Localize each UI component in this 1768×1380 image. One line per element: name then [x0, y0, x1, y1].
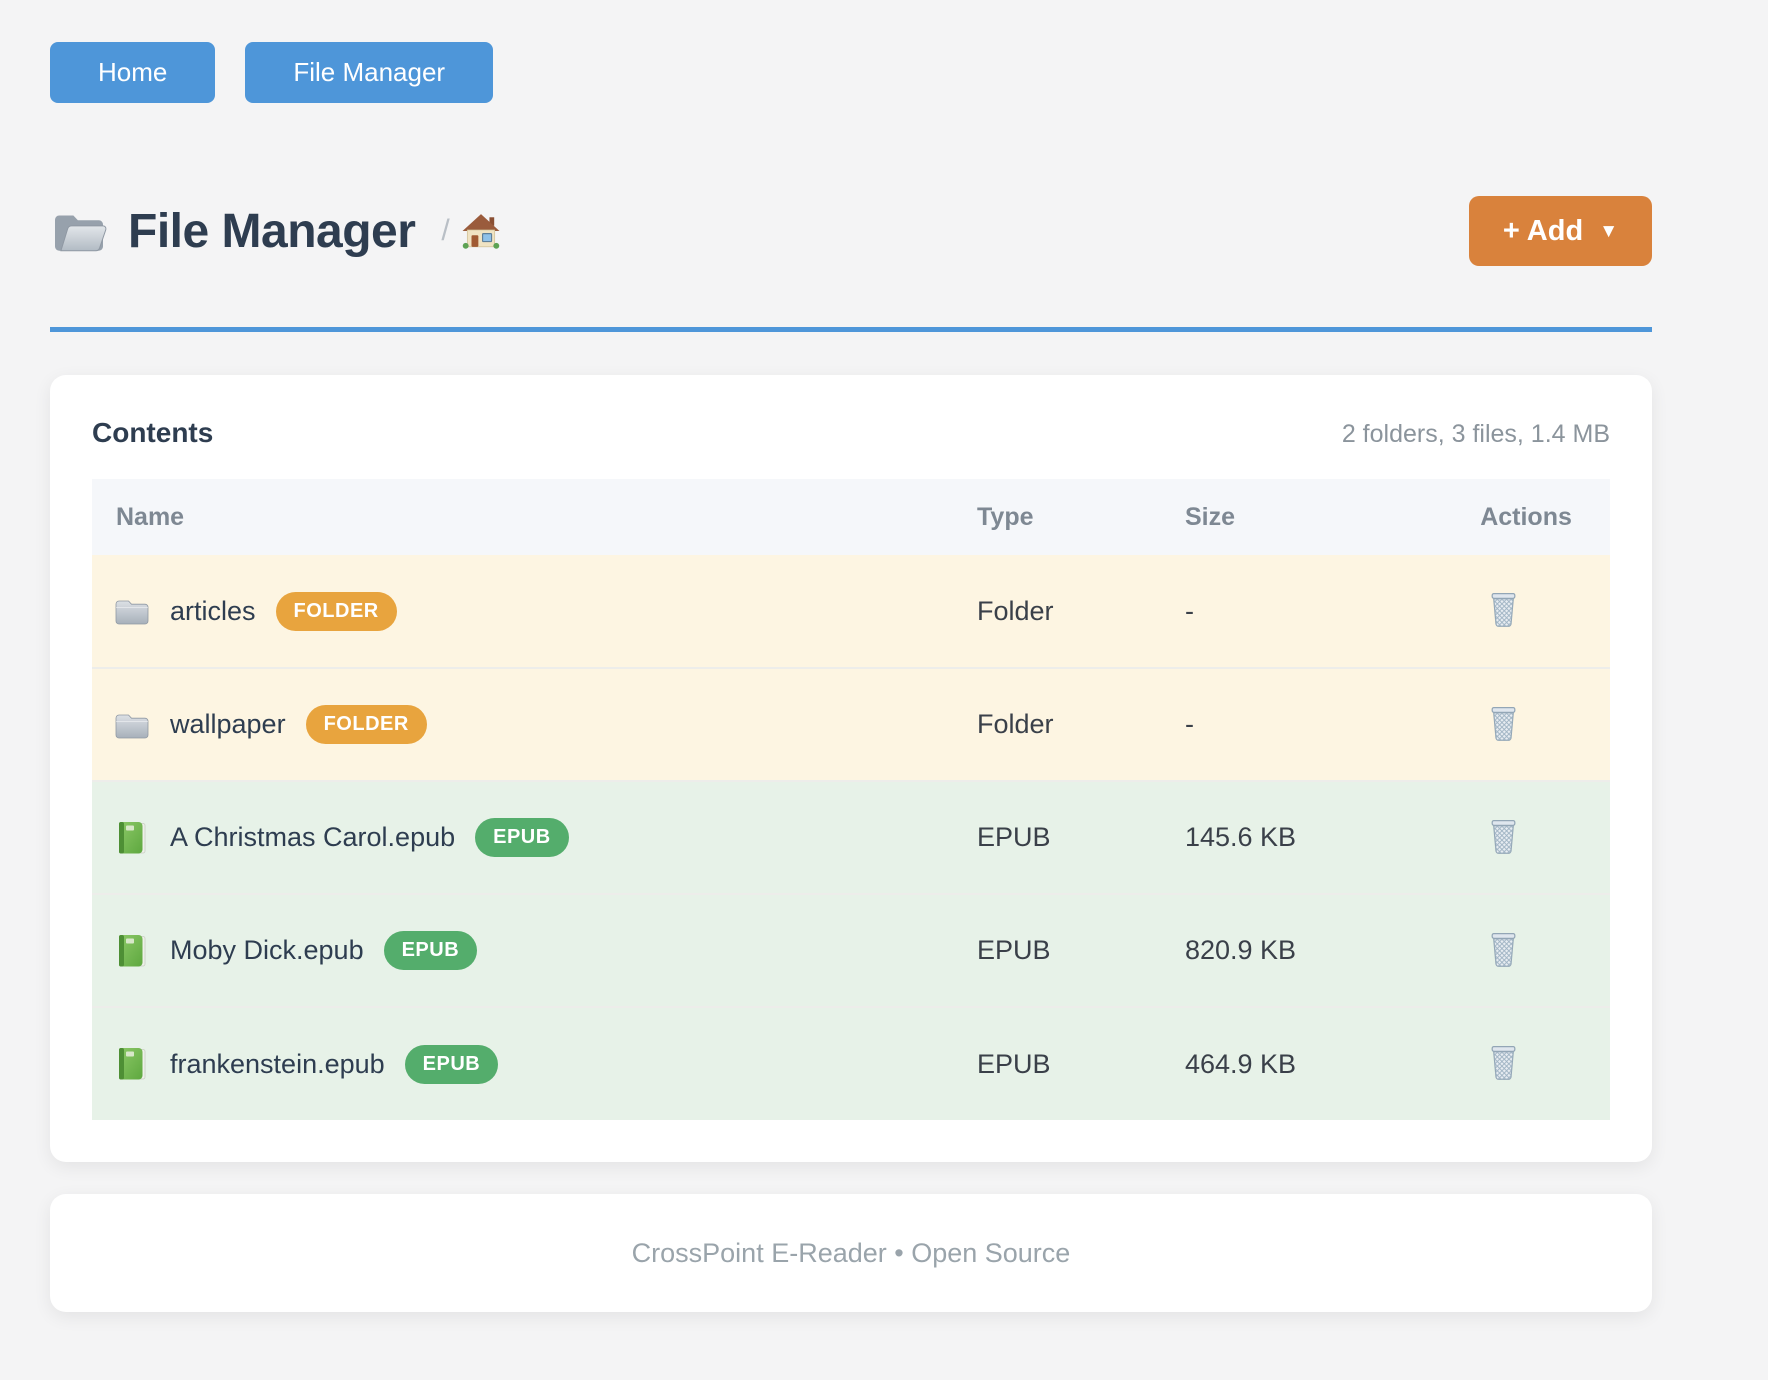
breadcrumb-separator: / [441, 214, 450, 247]
table-row: A Christmas Carol.epub EPUB EPUB 145.6 K… [92, 781, 1610, 894]
file-name-link[interactable]: Moby Dick.epub [170, 935, 364, 965]
header-divider [50, 327, 1652, 332]
home-icon[interactable] [462, 213, 500, 249]
trash-icon [1491, 932, 1516, 967]
file-size: 145.6 KB [1184, 822, 1297, 852]
footer-text: CrossPoint E-Reader • Open Source [631, 1237, 1071, 1268]
trash-icon [1491, 1045, 1516, 1080]
add-button-label: + Add [1502, 214, 1584, 247]
trash-icon [1491, 592, 1516, 627]
folder-badge: FOLDER [305, 705, 427, 744]
column-header-actions: Actions [1480, 502, 1572, 531]
green-book-icon [119, 934, 146, 966]
table-row: frankenstein.epub EPUB EPUB 464.9 KB [92, 1007, 1610, 1120]
footer-card: CrossPoint E-Reader • Open Source [50, 1194, 1652, 1312]
folder-icon [115, 714, 149, 738]
epub-badge: EPUB [404, 1044, 499, 1084]
file-name-link[interactable]: A Christmas Carol.epub [170, 822, 456, 852]
green-book-icon [119, 1048, 146, 1080]
file-type: EPUB [977, 1048, 1051, 1079]
delete-button[interactable] [1488, 817, 1519, 854]
delete-button[interactable] [1488, 704, 1519, 741]
table-row: articles FOLDER Folder - [92, 555, 1610, 668]
file-type: EPUB [977, 822, 1051, 852]
contents-card: Contents 2 folders, 3 files, 1.4 MB Name… [50, 375, 1652, 1162]
epub-badge: EPUB [475, 818, 569, 857]
folder-open-icon [55, 215, 107, 252]
table-row: wallpaper FOLDER Folder - [92, 668, 1610, 781]
files-table-header: Name Type Size Actions [92, 479, 1610, 555]
file-size: - [1184, 709, 1194, 739]
column-header-type: Type [977, 502, 1034, 531]
page-header: File Manager / + Add ▼ [50, 196, 1652, 266]
top-nav: Home File Manager [50, 42, 1652, 103]
file-type: Folder [977, 709, 1054, 739]
trash-icon [1491, 819, 1516, 854]
column-header-size: Size [1184, 502, 1235, 531]
add-button[interactable]: + Add ▼ [1468, 196, 1652, 266]
file-manager-nav-button[interactable]: File Manager [245, 42, 494, 103]
file-size: 464.9 KB [1184, 1048, 1297, 1079]
caret-down-icon: ▼ [1599, 221, 1618, 242]
home-nav-button[interactable]: Home [50, 42, 216, 103]
page-title: File Manager [128, 204, 416, 258]
file-size: - [1184, 595, 1194, 626]
delete-button[interactable] [1488, 930, 1519, 967]
file-size: 820.9 KB [1184, 935, 1297, 965]
folder-badge: FOLDER [275, 591, 397, 631]
file-name-link[interactable]: frankenstein.epub [170, 1048, 385, 1079]
contents-card-header: Contents 2 folders, 3 files, 1.4 MB [92, 415, 1610, 451]
file-name-link[interactable]: articles [170, 595, 256, 626]
contents-summary: 2 folders, 3 files, 1.4 MB [1341, 420, 1610, 448]
delete-button[interactable] [1488, 590, 1519, 627]
table-row: Moby Dick.epub EPUB EPUB 820.9 KB [92, 894, 1610, 1007]
file-type: EPUB [977, 935, 1051, 965]
contents-heading: Contents [92, 417, 214, 448]
file-name-link[interactable]: wallpaper [170, 709, 286, 739]
file-type: Folder [977, 595, 1054, 626]
trash-icon [1491, 706, 1516, 741]
files-table: Name Type Size Actions articles FOLDER F… [92, 479, 1610, 1120]
breadcrumb: / [441, 213, 500, 249]
column-header-name: Name [116, 502, 185, 531]
epub-badge: EPUB [383, 931, 478, 970]
folder-icon [115, 600, 149, 625]
green-book-icon [119, 821, 146, 853]
title-group: File Manager / [50, 204, 500, 259]
delete-button[interactable] [1488, 1043, 1519, 1080]
